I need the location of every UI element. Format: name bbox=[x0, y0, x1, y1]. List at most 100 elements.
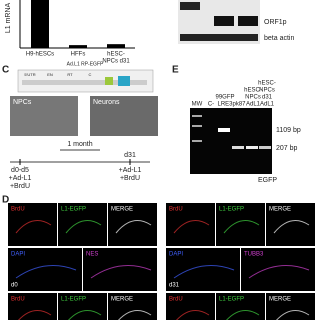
channel-label: L1-EGFP bbox=[219, 207, 244, 213]
cell-signal bbox=[90, 265, 152, 279]
micrograph bbox=[90, 96, 158, 136]
micrograph bbox=[216, 203, 265, 246]
cell-signal bbox=[173, 265, 235, 279]
band bbox=[214, 16, 234, 26]
image-label: Neurons bbox=[93, 99, 120, 106]
lane-label: NPCs bbox=[259, 88, 275, 94]
micrograph bbox=[8, 248, 82, 291]
channel-label: DAPI bbox=[169, 252, 183, 258]
micrograph bbox=[166, 203, 215, 246]
product-label: EGFP bbox=[258, 177, 277, 184]
cell-signal bbox=[65, 220, 102, 234]
cell-signal bbox=[173, 220, 210, 234]
construct-bar bbox=[22, 80, 147, 85]
channel-label: BrdU bbox=[169, 207, 183, 213]
band-label: beta actin bbox=[264, 35, 294, 42]
gel-band bbox=[246, 146, 258, 149]
bar bbox=[31, 0, 49, 48]
construct-title: Ad.L1 RP-EGFP bbox=[67, 61, 104, 67]
lane-label: 99GFP bbox=[215, 95, 234, 101]
cell-signal bbox=[15, 265, 77, 279]
gel-band bbox=[232, 146, 244, 149]
lane-label: pk87 bbox=[232, 102, 246, 108]
micrograph bbox=[8, 293, 57, 320]
interval: 1 month bbox=[67, 141, 92, 148]
cell-signal bbox=[273, 220, 310, 234]
panel-label: E bbox=[172, 65, 179, 76]
ladder bbox=[192, 125, 202, 127]
band bbox=[180, 34, 258, 41]
bar bbox=[107, 44, 125, 48]
lane-label: d31 bbox=[262, 95, 273, 101]
lane-label: hESC- bbox=[244, 88, 262, 94]
micrograph bbox=[10, 96, 78, 136]
stage-label: d0 bbox=[11, 283, 18, 289]
construct-part: C bbox=[89, 72, 92, 77]
timepoint: d31 bbox=[124, 152, 136, 159]
egfp-cassette bbox=[118, 76, 130, 86]
channel-label: NES bbox=[86, 252, 98, 258]
lane-label: AdL1 bbox=[260, 102, 275, 108]
micrograph bbox=[83, 248, 157, 291]
stage-label: d31 bbox=[169, 283, 180, 289]
cell-signal bbox=[223, 220, 260, 234]
micrograph bbox=[266, 293, 315, 320]
micrograph bbox=[108, 293, 157, 320]
micrograph bbox=[108, 203, 157, 246]
construct-part: EN bbox=[47, 72, 53, 77]
lane-label: NPCs bbox=[245, 95, 261, 101]
category-label: hESC- bbox=[107, 52, 125, 58]
size-label: 207 bp bbox=[276, 145, 298, 152]
gel-band bbox=[218, 128, 230, 132]
lane-label: C- bbox=[208, 102, 214, 108]
channel-label: L1-EGFP bbox=[61, 297, 86, 303]
channel-label: MERGE bbox=[269, 207, 291, 213]
timepoint: d0-d5 bbox=[11, 167, 29, 174]
bar bbox=[69, 45, 87, 48]
cell-signal bbox=[248, 265, 310, 279]
treatment: +BrdU bbox=[120, 175, 140, 182]
micrograph bbox=[58, 203, 107, 246]
micrograph bbox=[241, 248, 315, 291]
gel bbox=[190, 108, 272, 174]
category-label: H9-hESCs bbox=[26, 52, 54, 58]
ladder bbox=[192, 115, 202, 117]
channel-label: MERGE bbox=[111, 207, 133, 213]
panel-label: D bbox=[2, 195, 9, 206]
channel-label: TUBB3 bbox=[244, 252, 264, 258]
channel-label: BrdU bbox=[11, 207, 25, 213]
lane-label: MW bbox=[192, 102, 203, 108]
y-label: L1 mRNA bbox=[5, 2, 12, 33]
micrograph bbox=[166, 248, 240, 291]
gel-band bbox=[259, 146, 271, 149]
micrograph bbox=[266, 203, 315, 246]
treatment: +Ad-L1 bbox=[9, 175, 32, 182]
treatment: +BrdU bbox=[10, 183, 30, 190]
micrograph bbox=[58, 293, 107, 320]
category-label: NPCs d31 bbox=[102, 59, 130, 65]
micrograph bbox=[216, 293, 265, 320]
micrograph bbox=[8, 203, 57, 246]
panel-label: C bbox=[2, 65, 9, 76]
lane-label: hESC- bbox=[258, 81, 276, 87]
channel-label: BrdU bbox=[11, 297, 25, 303]
lane-label: AdL1 bbox=[246, 102, 261, 108]
micrograph bbox=[166, 293, 215, 320]
treatment: +Ad-L1 bbox=[119, 167, 142, 174]
channel-label: L1-EGFP bbox=[219, 297, 244, 303]
band bbox=[180, 2, 200, 10]
ladder bbox=[192, 140, 202, 142]
promoter bbox=[105, 77, 113, 85]
channel-label: DAPI bbox=[11, 252, 25, 258]
cell-signal bbox=[15, 220, 52, 234]
band-label: ORF1p bbox=[264, 19, 287, 26]
size-label: 1109 bp bbox=[276, 127, 301, 134]
construct-part: 5'UTR bbox=[24, 72, 35, 77]
channel-label: MERGE bbox=[269, 297, 291, 303]
channel-label: L1-EGFP bbox=[61, 207, 86, 213]
cell-signal bbox=[115, 220, 152, 234]
image-label: NPCs bbox=[13, 99, 32, 106]
lane-label: LRE3 bbox=[217, 102, 233, 108]
category-label: HFFs bbox=[71, 52, 86, 58]
